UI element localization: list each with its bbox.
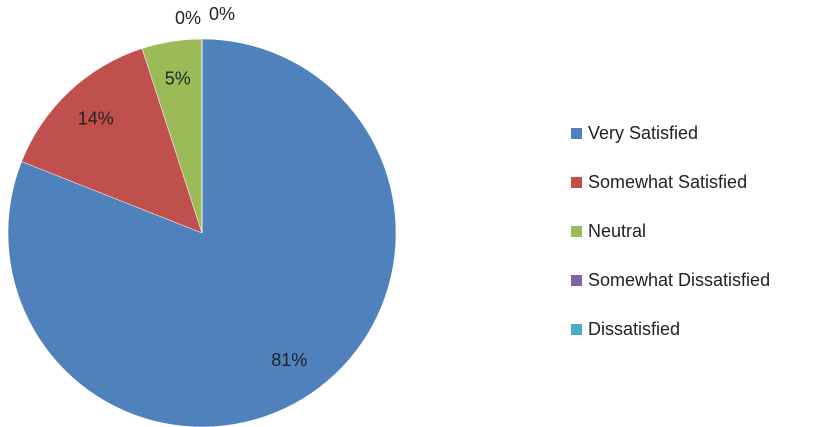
legend-label: Somewhat Dissatisfied (588, 270, 770, 290)
legend-swatch (571, 177, 582, 188)
legend-swatch (571, 275, 582, 286)
data-label: 14% (78, 109, 114, 129)
data-label: 5% (165, 68, 191, 88)
data-label: 0% (175, 8, 201, 28)
legend-swatch (571, 128, 582, 139)
data-label: 81% (271, 350, 307, 370)
legend-label: Dissatisfied (588, 319, 680, 339)
legend-swatch (571, 226, 582, 237)
legend-swatch (571, 324, 582, 335)
legend-label: Somewhat Satisfied (588, 172, 747, 192)
data-label: 0% (209, 4, 235, 24)
legend-label: Very Satisfied (588, 123, 698, 143)
legend-label: Neutral (588, 221, 646, 241)
